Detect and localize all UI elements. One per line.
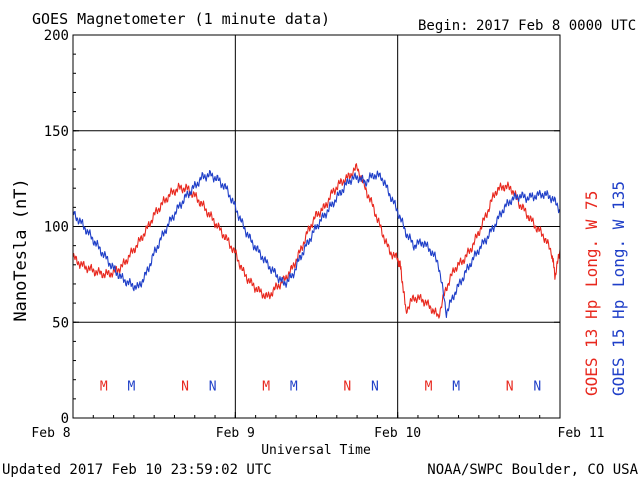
y-tick-label: 100 bbox=[44, 220, 69, 236]
series-goes15-line bbox=[72, 169, 561, 319]
x-tick-label: Feb 11 bbox=[558, 426, 605, 441]
midnight-marker: M bbox=[100, 379, 108, 394]
x-tick-label: Feb 9 bbox=[216, 426, 255, 441]
updated-timestamp: Updated 2017 Feb 10 23:59:02 UTC bbox=[2, 462, 272, 478]
series-goes13-line bbox=[72, 163, 561, 319]
y-tick-label: 50 bbox=[52, 315, 69, 331]
noon-marker: N bbox=[371, 379, 379, 394]
grid-lines bbox=[73, 35, 560, 418]
legend-goes15-long: Long. W 135 bbox=[609, 181, 628, 287]
noon-marker: N bbox=[506, 379, 514, 394]
noon-marker: N bbox=[181, 379, 189, 394]
y-tick-label: 0 bbox=[61, 411, 69, 427]
y-axis-label: NanoTesla (nT) bbox=[11, 178, 31, 321]
legend-goes13-label: GOES 13 Hp bbox=[582, 300, 601, 396]
x-axis-label: Universal Time bbox=[261, 443, 371, 458]
midnight-marker: M bbox=[425, 379, 433, 394]
series-lines bbox=[72, 163, 561, 319]
y-tick-label: 200 bbox=[44, 28, 69, 44]
x-tick-label: Feb 10 bbox=[374, 426, 421, 441]
begin-label: Begin: bbox=[418, 18, 469, 34]
credit-text: NOAA/SWPC Boulder, CO USA bbox=[427, 462, 638, 478]
midnight-marker: M bbox=[290, 379, 298, 394]
noon-marker: N bbox=[209, 379, 217, 394]
midnight-marker: M bbox=[262, 379, 270, 394]
begin-value: 2017 Feb 8 0000 UTC bbox=[476, 18, 636, 34]
noon-marker: N bbox=[343, 379, 351, 394]
x-tick-label: Feb 8 bbox=[31, 426, 70, 441]
chart-title: GOES Magnetometer (1 minute data) bbox=[32, 10, 330, 28]
legend: GOES 13 Hp Long. W 75 GOES 15 Hp Long. W… bbox=[582, 181, 628, 396]
noon-marker: N bbox=[533, 379, 541, 394]
y-tick-label: 150 bbox=[44, 124, 69, 140]
midnight-marker: M bbox=[128, 379, 136, 394]
legend-goes15-label: GOES 15 Hp bbox=[609, 300, 628, 396]
axes: 0 50 100 150 200 Feb 8 Feb 9 Feb 10 Feb 11 bbox=[31, 28, 604, 441]
legend-goes13-long: Long. W 75 bbox=[582, 191, 601, 287]
midnight-marker: M bbox=[452, 379, 460, 394]
